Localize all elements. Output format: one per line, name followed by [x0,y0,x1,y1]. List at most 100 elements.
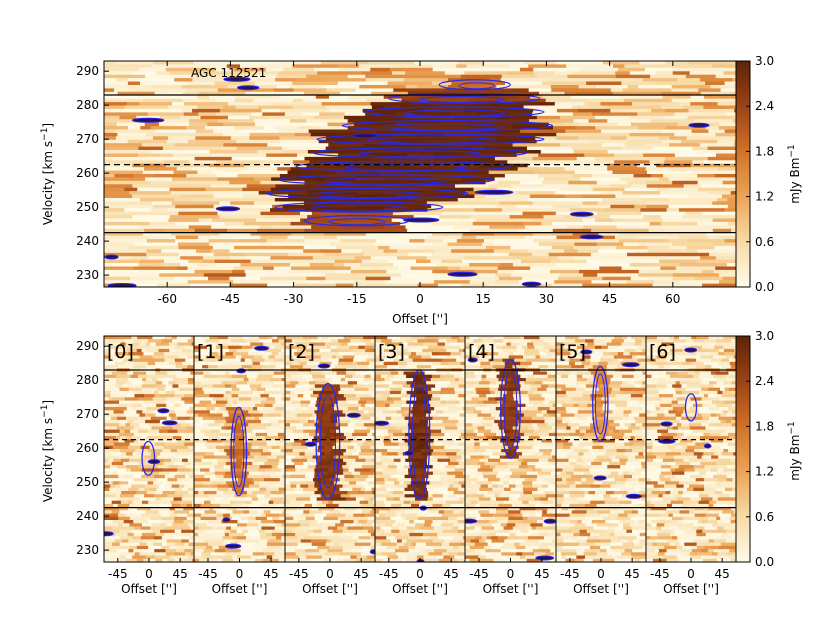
heat-cell [185,419,194,424]
heat-cell [496,432,506,437]
heat-cell [434,549,448,553]
heat-cell [410,410,425,414]
heat-cell [504,381,520,385]
heat-cell [356,115,406,120]
heat-cell [308,384,316,389]
heat-cell [404,439,420,443]
heat-cell [699,143,735,148]
heat-cell [287,170,301,175]
heat-cell [194,536,208,540]
heat-cell [459,503,465,508]
x-tick-label: 45 [263,567,278,581]
heat-cell [526,503,536,508]
heat-cell [370,536,375,540]
panel-heatmap [104,336,194,562]
heat-cell [529,449,540,453]
heat-cell [122,384,128,389]
heat-cell [534,71,556,76]
heat-cell [276,455,285,460]
heat-cell [208,276,230,281]
heat-cell [521,276,559,281]
heat-cell [530,266,564,271]
heat-cell [329,187,364,192]
heat-cell [510,245,553,250]
heat-cell [231,394,239,398]
heat-cell [216,160,262,165]
heat-cell [331,355,337,360]
heat-cell [381,452,388,456]
heat-cell [143,232,172,237]
heat-cell [555,191,587,196]
heat-cell [375,365,388,369]
heat-cell [203,273,247,278]
heat-cell [104,122,118,127]
heat-cell [674,112,705,117]
heat-cell [445,507,453,511]
heat-cell [453,491,465,495]
heat-cell [128,481,139,485]
heat-cell [639,61,667,65]
heat-cell [209,95,236,100]
heat-cell [186,126,206,131]
heat-cell [104,132,118,137]
heat-cell [486,403,501,408]
heat-cell [285,345,297,350]
heat-cell [554,280,593,285]
heat-cell [314,513,327,518]
heat-cell [719,273,736,278]
heat-cell [137,345,152,350]
heat-cell [671,85,712,89]
heat-cell [423,342,439,347]
heat-cell [179,115,202,120]
heat-cell [339,129,365,134]
heat-cell [402,455,409,460]
heat-cell [531,542,542,547]
heat-cell [324,374,336,379]
heat-cell [259,361,271,366]
heat-cell [147,256,181,261]
heat-cell [461,458,465,463]
heat-cell [263,126,275,131]
heat-cell [499,263,514,267]
heat-cell [465,555,472,560]
heat-cell [428,345,440,350]
heat-cell [285,361,293,366]
heat-cell [682,105,704,110]
heat-cell [353,358,362,363]
heat-cell [495,407,509,411]
heat-cell [307,407,318,411]
heat-cell [408,549,419,553]
heat-cell [243,510,250,514]
heat-cell [432,503,443,508]
heat-cell [424,239,444,244]
heat-cell [386,269,433,274]
heat-cell [707,191,732,196]
heat-cell [211,429,221,434]
heat-cell [249,132,296,137]
heat-cell [335,484,343,489]
heat-cell [391,529,400,534]
heat-cell [285,378,298,382]
heat-cell [356,555,368,560]
heat-cell [394,461,404,466]
heat-cell [431,374,441,379]
heat-cell [512,526,527,531]
heat-cell [373,500,375,505]
heat-cell [285,426,297,431]
heat-cell [438,122,468,127]
heat-cell [463,471,465,476]
heat-cell [219,215,265,220]
heat-cell [104,336,118,340]
heat-cell [168,413,177,418]
heat-cell [363,423,375,427]
heat-cell [454,555,465,560]
heat-cell [645,105,663,110]
heat-cell [275,365,285,369]
heat-cell [180,423,191,427]
heat-cell [388,426,396,431]
heat-cell [322,423,336,427]
heat-cell [167,494,184,498]
heat-cell [267,458,280,463]
heat-cell [233,67,267,72]
